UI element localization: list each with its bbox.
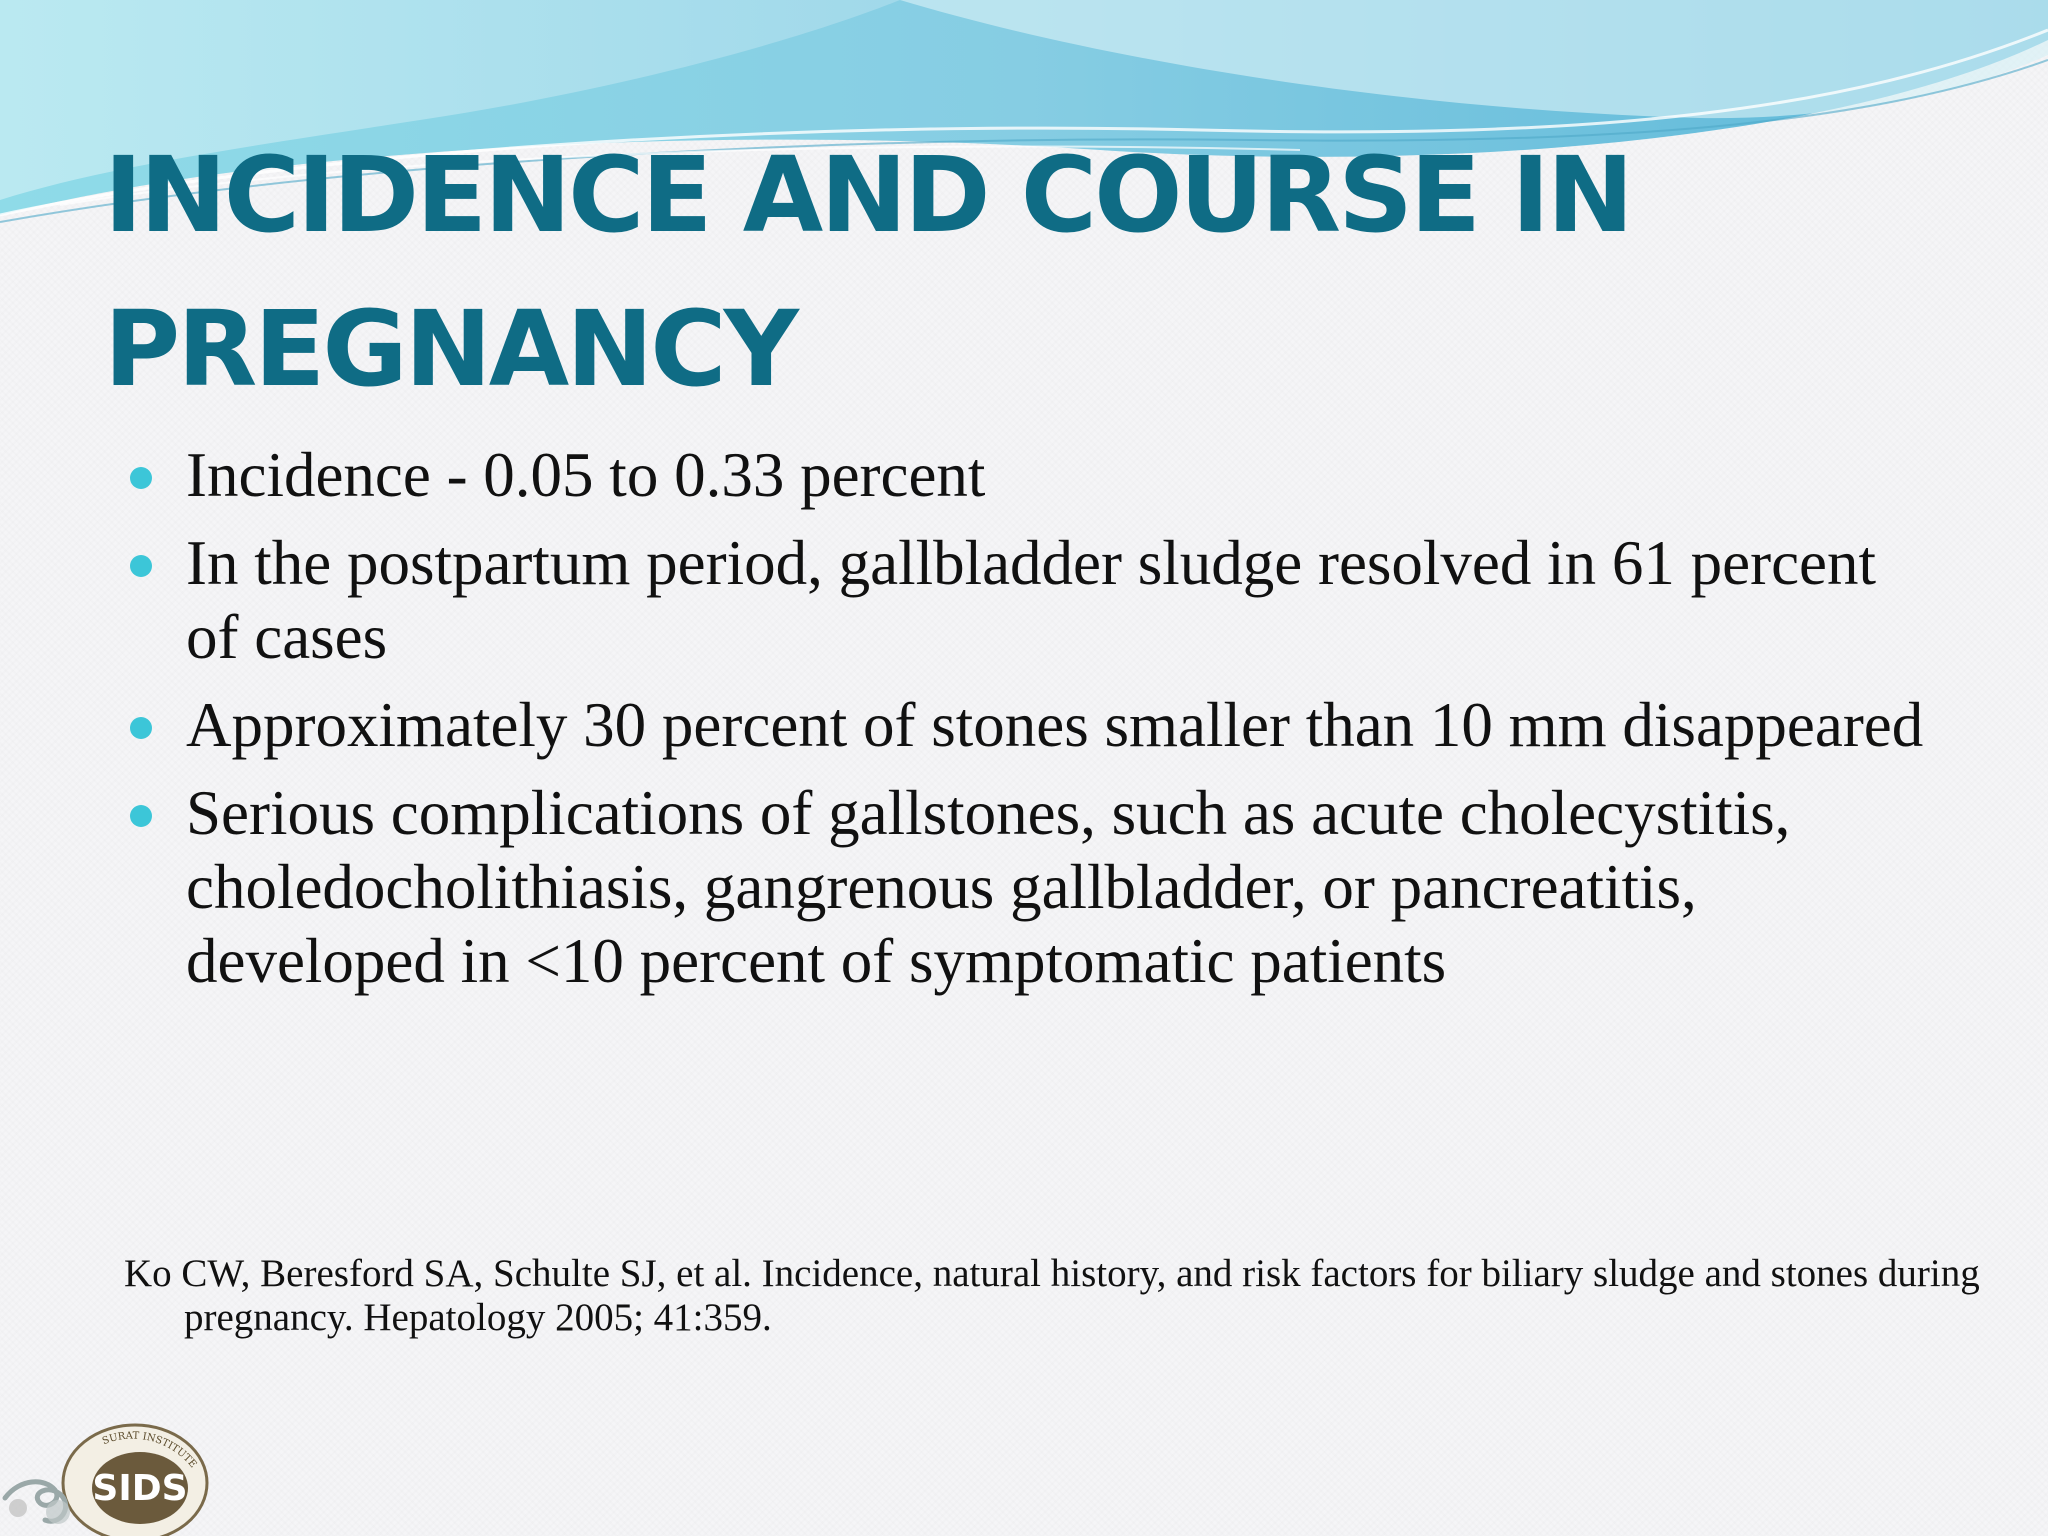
bullet-text: Serious complications of gallstones, suc… <box>186 778 1791 996</box>
citation-reference: Ko CW, Beresford SA, Schulte SJ, et al. … <box>124 1252 1980 1339</box>
bullet-dot-icon <box>130 717 152 739</box>
bullet-dot-icon <box>130 555 152 577</box>
bullet-item: Incidence - 0.05 to 0.33 percent <box>128 438 1928 512</box>
bullet-text: In the postpartum period, gallbladder sl… <box>186 528 1877 672</box>
bullet-item: Serious complications of gallstones, suc… <box>128 776 1928 998</box>
decorative-wave-header <box>0 0 2048 223</box>
bullet-item: In the postpartum period, gallbladder sl… <box>128 526 1928 674</box>
bullet-dot-icon <box>130 805 152 827</box>
bullet-list: Incidence - 0.05 to 0.33 percent In the … <box>128 438 1928 1012</box>
bullet-text: Approximately 30 percent of stones small… <box>186 690 1924 760</box>
sids-logo: SURAT INSTITUTE OF SIDS <box>0 1408 209 1536</box>
bullet-text: Incidence - 0.05 to 0.33 percent <box>186 440 986 510</box>
bullet-item: Approximately 30 percent of stones small… <box>128 688 1928 762</box>
bullet-dot-icon <box>130 467 152 489</box>
slide-title: INCIDENCE AND COURSE IN PREGNANCY <box>104 134 1634 410</box>
logo-text: SIDS <box>92 1468 187 1509</box>
